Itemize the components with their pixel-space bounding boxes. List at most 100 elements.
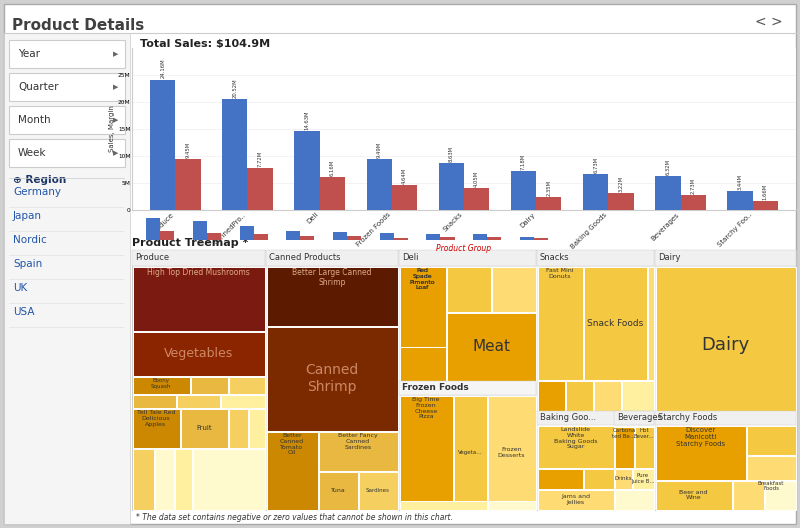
- Text: Sardines: Sardines: [366, 488, 390, 493]
- Bar: [366, 159, 392, 210]
- Bar: [239, 227, 254, 240]
- Text: 2.73M: 2.73M: [690, 178, 696, 194]
- Bar: [438, 163, 464, 210]
- Bar: [538, 426, 614, 467]
- Text: Discover
Manicotti
Starchy Foods: Discover Manicotti Starchy Foods: [676, 427, 725, 447]
- Bar: [622, 381, 654, 425]
- Text: Beverages: Beverages: [617, 413, 662, 422]
- Text: Spain: Spain: [13, 259, 42, 269]
- Text: Drinks: Drinks: [614, 476, 632, 481]
- Bar: [229, 409, 247, 448]
- Text: Product Details: Product Details: [12, 18, 144, 33]
- Bar: [520, 237, 534, 240]
- Text: 3.22M: 3.22M: [618, 175, 623, 192]
- Bar: [206, 233, 221, 240]
- Text: High Top Dried Mushrooms: High Top Dried Mushrooms: [147, 268, 250, 277]
- Text: <: <: [754, 15, 766, 29]
- Text: 9.45M: 9.45M: [186, 142, 190, 158]
- Bar: [9, 40, 125, 68]
- Bar: [193, 448, 265, 510]
- Text: Better Fancy
Canned
Sardines: Better Fancy Canned Sardines: [338, 433, 378, 450]
- Text: 1.66M: 1.66M: [763, 184, 768, 200]
- Bar: [537, 411, 654, 425]
- Bar: [399, 381, 536, 395]
- Bar: [266, 267, 398, 325]
- Bar: [9, 106, 125, 134]
- Bar: [583, 267, 646, 380]
- Bar: [249, 409, 265, 448]
- Text: Germany: Germany: [13, 187, 61, 197]
- Bar: [294, 131, 320, 210]
- Bar: [399, 267, 446, 299]
- Text: Week: Week: [18, 148, 46, 158]
- Bar: [464, 188, 490, 210]
- Bar: [133, 448, 154, 510]
- Text: Fruit: Fruit: [196, 425, 212, 431]
- Text: Canned Products: Canned Products: [269, 253, 341, 262]
- Bar: [681, 195, 706, 210]
- Bar: [426, 234, 441, 240]
- Text: Deli: Deli: [402, 253, 418, 262]
- Y-axis label: Sales, Margin: Sales, Margin: [110, 106, 115, 153]
- Text: Baking Goo...: Baking Goo...: [540, 413, 596, 422]
- Text: Dairy: Dairy: [702, 336, 750, 354]
- Text: Jams and
Jellies: Jams and Jellies: [561, 494, 590, 505]
- Bar: [266, 431, 318, 510]
- Text: 14.63M: 14.63M: [305, 110, 310, 130]
- Bar: [655, 411, 796, 425]
- Bar: [614, 411, 654, 425]
- Text: Pure
Juice B...: Pure Juice B...: [631, 473, 655, 484]
- Bar: [511, 171, 536, 210]
- Bar: [633, 468, 654, 488]
- Bar: [399, 250, 536, 266]
- Bar: [154, 448, 174, 510]
- Text: Ebony
Squash: Ebony Squash: [151, 378, 171, 389]
- Bar: [133, 332, 265, 375]
- Text: Beer and
Wine: Beer and Wine: [679, 489, 708, 501]
- Bar: [146, 218, 160, 240]
- Bar: [567, 426, 654, 510]
- Bar: [487, 395, 535, 510]
- Text: Tuna: Tuna: [330, 488, 346, 493]
- Bar: [538, 426, 566, 510]
- Bar: [753, 201, 778, 210]
- Bar: [399, 395, 453, 510]
- Bar: [229, 376, 265, 393]
- Text: Canned
Shrimp: Canned Shrimp: [306, 363, 358, 393]
- Bar: [746, 426, 795, 455]
- Bar: [487, 238, 502, 240]
- Bar: [133, 409, 179, 448]
- Bar: [608, 193, 634, 210]
- Text: ▶: ▶: [113, 51, 118, 57]
- Bar: [538, 381, 565, 425]
- Bar: [614, 427, 634, 467]
- Text: Year: Year: [18, 49, 40, 59]
- Text: 3.44M: 3.44M: [738, 174, 742, 190]
- Bar: [634, 427, 654, 467]
- Bar: [655, 480, 731, 510]
- Bar: [733, 480, 763, 510]
- Text: Better
Canned
Tomato
Oil: Better Canned Tomato Oil: [280, 433, 304, 455]
- Text: Hot
Bever...: Hot Bever...: [634, 428, 654, 439]
- Bar: [614, 468, 631, 488]
- Bar: [4, 33, 130, 524]
- Bar: [537, 250, 654, 266]
- Bar: [491, 267, 535, 312]
- Bar: [177, 394, 219, 408]
- Text: Product Group: Product Group: [437, 244, 491, 253]
- Bar: [133, 267, 265, 331]
- Bar: [538, 468, 582, 488]
- Bar: [655, 250, 796, 266]
- Text: 7.72M: 7.72M: [258, 151, 262, 167]
- Bar: [655, 176, 681, 210]
- Bar: [746, 480, 795, 492]
- Bar: [174, 448, 191, 510]
- Text: 4.64M: 4.64M: [402, 167, 407, 184]
- Bar: [380, 233, 394, 240]
- Text: Breakfast
Foods: Breakfast Foods: [758, 480, 784, 492]
- Text: UK: UK: [13, 283, 27, 293]
- Text: Month: Month: [18, 115, 50, 125]
- Text: Frozen Foods: Frozen Foods: [402, 383, 469, 392]
- Text: 7.18M: 7.18M: [521, 154, 526, 170]
- Bar: [266, 250, 398, 266]
